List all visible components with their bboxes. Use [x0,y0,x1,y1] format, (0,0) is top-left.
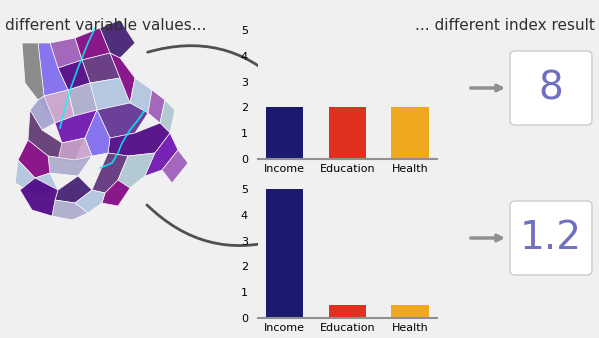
Polygon shape [92,153,128,193]
Polygon shape [55,176,92,203]
Polygon shape [58,60,90,90]
Polygon shape [90,78,130,110]
Polygon shape [55,110,97,143]
Polygon shape [130,78,152,113]
Polygon shape [48,156,92,176]
Polygon shape [38,90,74,123]
Text: 1.2: 1.2 [520,219,582,257]
Polygon shape [162,150,188,183]
Polygon shape [148,90,165,123]
Polygon shape [20,178,58,216]
Polygon shape [145,133,178,176]
FancyBboxPatch shape [510,51,592,125]
Polygon shape [52,200,88,220]
Text: ... different index result: ... different index result [415,18,595,33]
Polygon shape [15,160,58,196]
Polygon shape [108,123,170,156]
Polygon shape [160,100,175,133]
Polygon shape [18,140,50,178]
Bar [391,107,429,159]
Polygon shape [110,53,135,103]
Polygon shape [82,53,120,83]
Polygon shape [28,110,85,160]
Text: 8: 8 [539,69,564,107]
Polygon shape [75,190,105,213]
FancyBboxPatch shape [510,201,592,275]
Bar [329,107,366,159]
Polygon shape [97,103,148,138]
Polygon shape [85,110,110,156]
Polygon shape [58,138,92,163]
Polygon shape [102,180,130,206]
Polygon shape [118,153,155,188]
Bar [266,107,304,159]
Polygon shape [68,83,97,116]
Polygon shape [30,96,55,130]
Bar [329,305,366,318]
Polygon shape [38,43,68,96]
Bar [391,305,429,318]
Polygon shape [100,20,135,58]
Polygon shape [75,28,110,60]
Text: different variable values...: different variable values... [5,18,207,33]
Polygon shape [50,38,82,68]
Polygon shape [22,43,44,100]
Bar [266,189,304,318]
